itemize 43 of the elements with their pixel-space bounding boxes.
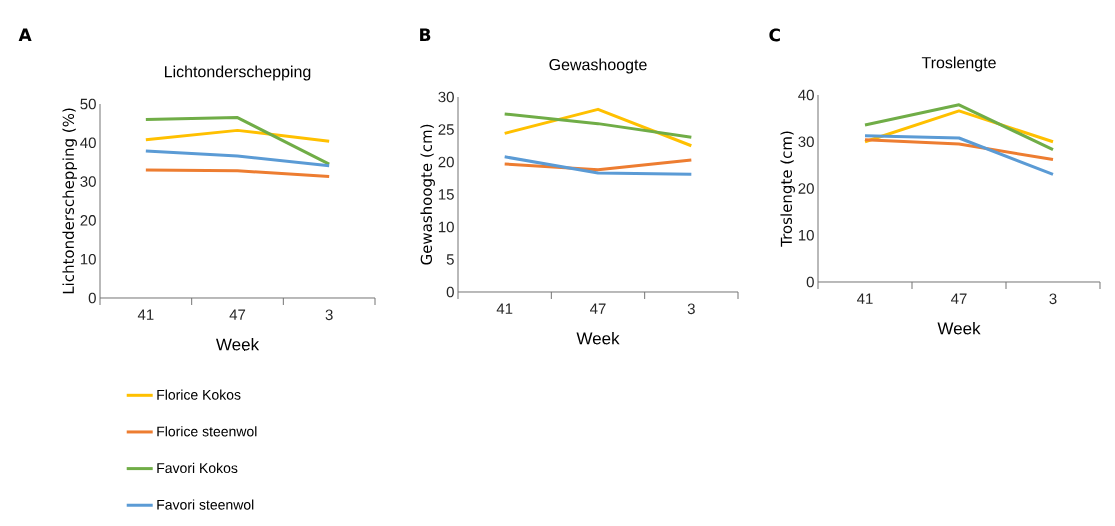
legend-label: Florice Kokos [157, 389, 241, 400]
y-tick-label: 5 [446, 254, 454, 265]
y-tick-label: 30 [798, 136, 814, 148]
x-tick-label: 47 [229, 309, 246, 320]
legend-label: Florice steenwol [157, 426, 257, 437]
y-tick-label: 0 [446, 286, 454, 298]
legend-label: Favori steenwol [157, 499, 254, 510]
y-tick-label: 50 [80, 98, 96, 110]
x-tick-label: 47 [590, 303, 606, 314]
x-tick-label: 41 [137, 309, 154, 320]
y-axis-title: Gewashoogte (cm) [420, 124, 435, 265]
chart-title: Gewashoogte [549, 58, 647, 74]
text: A [18, 28, 32, 41]
y-tick-label: 10 [80, 253, 96, 265]
x-axis-title: Week [576, 332, 620, 345]
y-tick-label: 10 [798, 229, 814, 241]
y-tick-label: 40 [80, 137, 96, 149]
chart-title: Lichtonderschepping [165, 65, 311, 81]
y-tick-label: 20 [438, 156, 454, 168]
y-tick-label: 25 [438, 124, 454, 135]
x-tick-label: 3 [687, 303, 695, 315]
legend-label: Favori Kokos [157, 462, 238, 474]
x-axis-title: Week [216, 338, 260, 351]
y-tick-label: 20 [798, 183, 814, 194]
y-tick-label: 40 [798, 89, 814, 101]
y-tick-label: 0 [806, 276, 814, 288]
y-tick-label: 0 [88, 292, 96, 304]
chart-title: Troslengte [921, 56, 996, 72]
x-tick-label: 41 [857, 293, 873, 304]
x-tick-label: 3 [1049, 293, 1057, 305]
x-tick-label: 41 [496, 303, 513, 314]
text: B [420, 28, 431, 41]
y-axis-title: Troslengte (cm) [780, 131, 795, 247]
y-tick-label: 10 [438, 221, 454, 233]
x-tick-label: 47 [951, 293, 967, 304]
y-tick-label: 30 [80, 176, 96, 187]
x-tick-label: 3 [325, 309, 333, 321]
text: C [769, 28, 780, 42]
y-tick-label: 15 [438, 189, 454, 200]
y-axis-title: Lichtonderschepping (%) [62, 108, 77, 294]
y-tick-label: 20 [80, 215, 96, 226]
x-axis-title: Week [937, 322, 981, 335]
y-tick-label: 30 [438, 91, 454, 103]
